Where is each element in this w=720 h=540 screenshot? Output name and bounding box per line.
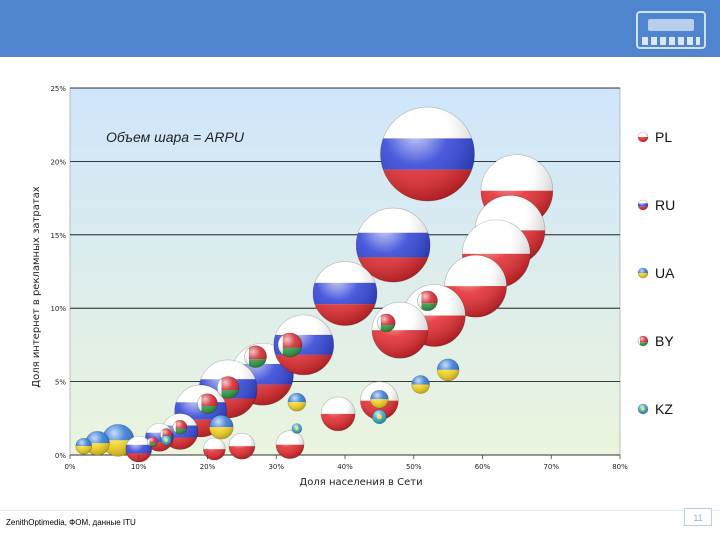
y-tick-label: 10% xyxy=(50,305,66,313)
legend-marker-pl xyxy=(637,131,649,143)
legend-label-ru: RU xyxy=(655,197,675,213)
x-tick-label: 20% xyxy=(200,463,216,471)
bubble-by xyxy=(417,290,438,312)
bubble-ua xyxy=(208,414,234,440)
tick-labels: 0% 5% 10% 15% 20% 25% 0% 10% 20% 30% 40% 50% 60% 70% 8… xyxy=(50,85,628,471)
x-tick-label: 40% xyxy=(337,463,353,471)
legend-marker-ua xyxy=(637,267,649,279)
bubble-by xyxy=(277,332,303,358)
bubble-pl xyxy=(371,301,429,359)
page-number: 11 xyxy=(684,508,712,526)
legend: PL RU UA BY KZ xyxy=(637,129,675,417)
bubble-by xyxy=(197,393,218,414)
bubble-ua xyxy=(411,375,430,394)
x-tick-label: 10% xyxy=(131,463,147,471)
bubble-ua xyxy=(75,437,93,455)
bubble-pl xyxy=(320,396,356,432)
arpu-annotation: Объем шара = ARPU xyxy=(106,129,245,145)
y-tick-label: 25% xyxy=(50,85,66,93)
legend-label-kz: KZ xyxy=(655,401,673,417)
bubble-by xyxy=(376,313,396,333)
bubble-kz xyxy=(160,435,172,446)
x-tick-label: 70% xyxy=(543,463,559,471)
bubble-pl xyxy=(203,437,226,461)
header-bar xyxy=(0,0,720,57)
bubble-ua xyxy=(370,389,389,409)
bubble-by xyxy=(147,436,158,448)
bubble-ua xyxy=(436,358,460,382)
legend-label-ua: UA xyxy=(655,265,675,281)
y-tick-label: 15% xyxy=(50,232,66,240)
legend-marker-by xyxy=(637,335,649,347)
logo xyxy=(636,11,706,49)
x-tick-label: 30% xyxy=(268,463,284,471)
y-axis-label: Доля интернет в рекламных затратах xyxy=(31,186,42,387)
bubble-ua xyxy=(287,392,307,412)
y-tick-label: 5% xyxy=(55,379,66,387)
bubble-kz xyxy=(291,423,303,434)
legend-label-pl: PL xyxy=(655,129,672,145)
bubble-by xyxy=(216,376,240,399)
bubble-ru xyxy=(312,261,378,326)
bubble-pl xyxy=(228,432,256,460)
x-tick-label: 60% xyxy=(475,463,491,471)
x-tick-label: 80% xyxy=(612,463,628,471)
footer-divider xyxy=(0,510,720,511)
grid-lines xyxy=(70,87,620,456)
bubble-ru xyxy=(380,106,475,202)
y-tick-label: 0% xyxy=(55,452,66,460)
y-tick-label: 20% xyxy=(50,158,66,166)
x-tick-label: 0% xyxy=(64,463,75,471)
bubble-by xyxy=(244,345,267,368)
bubble-by xyxy=(172,419,188,435)
legend-marker-ru xyxy=(637,199,649,211)
logo-text-mark xyxy=(642,37,700,45)
x-tick-label: 50% xyxy=(406,463,422,471)
source-note: ZenithOptimedia, ФОМ, данные ITU xyxy=(6,518,136,527)
legend-marker-kz xyxy=(637,403,649,415)
bubble-chart: 0% 5% 10% 15% 20% 25% 0% 10% 20% 30% 40% 50% 60% 70% 8… xyxy=(31,85,675,488)
x-axis-label: Доля населения в Сети xyxy=(299,477,422,488)
bubble-pl xyxy=(275,430,305,460)
bubble-kz xyxy=(372,409,387,425)
legend-label-by: BY xyxy=(655,333,674,349)
logo-emblem xyxy=(648,19,694,31)
